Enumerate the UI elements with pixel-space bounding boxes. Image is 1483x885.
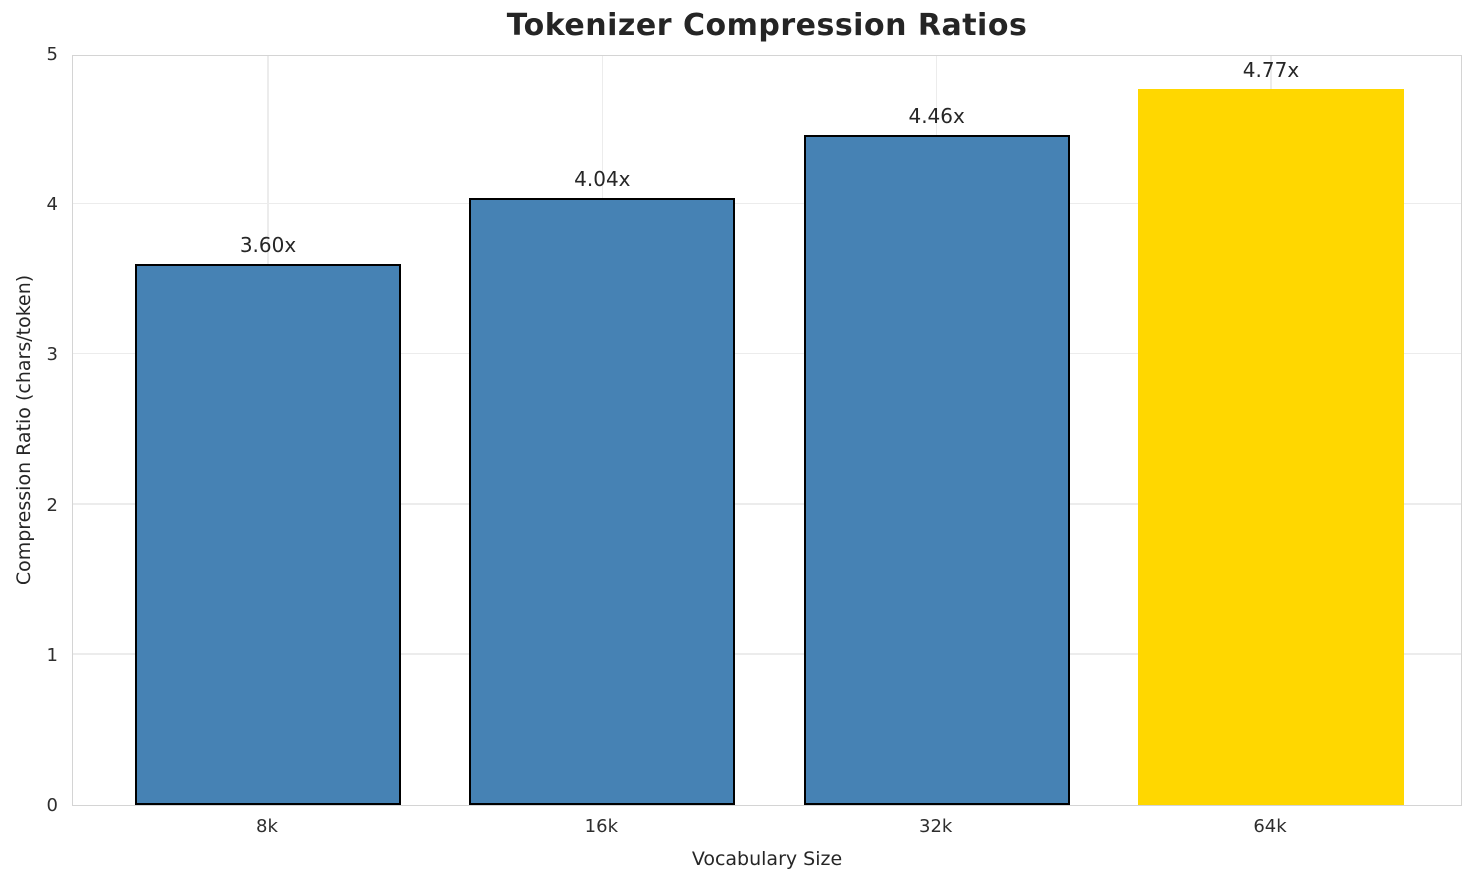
- gridline-horizontal: [73, 352, 1461, 355]
- bar-8k: [135, 264, 401, 805]
- x-axis-ticks: 8k 16k 32k 64k: [72, 816, 1462, 842]
- x-axis-label: Vocabulary Size: [691, 848, 843, 870]
- y-tick-label: 0: [46, 795, 58, 816]
- bar-value-label: 3.60x: [239, 233, 297, 258]
- x-tick-label: 8k: [256, 816, 278, 837]
- bar-64k: [1137, 88, 1404, 805]
- chart-title: Tokenizer Compression Ratios: [506, 8, 1028, 43]
- bar-value-label: 4.46x: [908, 104, 965, 129]
- bar-value-label: 4.04x: [574, 167, 631, 192]
- gridline-horizontal: [73, 653, 1461, 655]
- x-tick-label: 64k: [1253, 816, 1287, 837]
- y-tick-label: 3: [46, 344, 58, 366]
- y-tick-label: 5: [46, 44, 58, 65]
- x-tick-label: 16k: [584, 816, 618, 837]
- bar-32k: [803, 135, 1070, 805]
- y-axis-ticks: 0 1 2 3 4 5: [0, 46, 58, 815]
- y-tick-label: 2: [46, 494, 58, 516]
- plot-area: 3.60x 4.04x 4.46x 4.77x: [72, 55, 1462, 806]
- bar-value-label: 4.77x: [1242, 57, 1300, 82]
- y-tick-label: 4: [46, 194, 58, 216]
- gridline-horizontal: [73, 202, 1461, 205]
- x-tick-label: 32k: [918, 816, 953, 837]
- y-tick-label: 1: [46, 644, 58, 666]
- bar-16k: [469, 198, 736, 805]
- gridline-horizontal: [73, 503, 1461, 505]
